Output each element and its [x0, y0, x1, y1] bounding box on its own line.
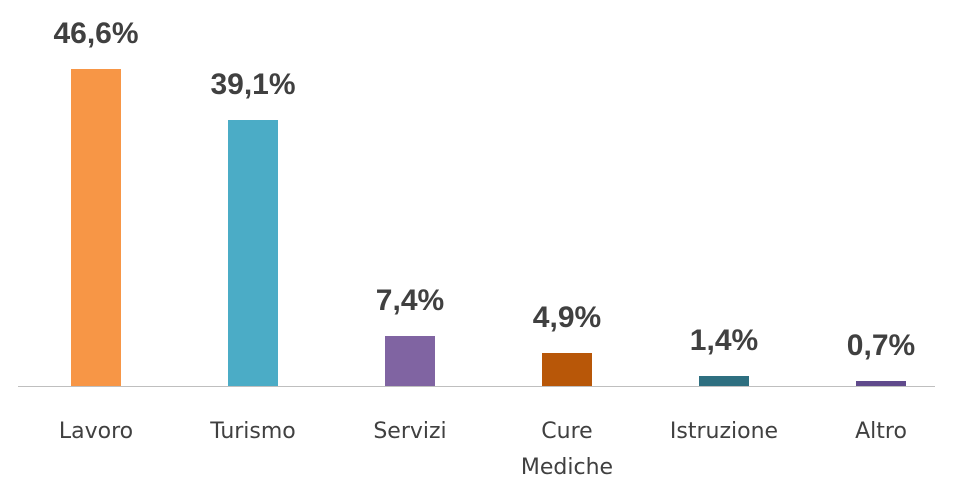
x-tick-label: Servizi [373, 419, 447, 444]
data-label: 1,4% [689, 324, 759, 358]
x-tick-label: Lavoro [58, 419, 134, 444]
data-label: 39,1% [210, 68, 296, 102]
data-label: 4,9% [532, 300, 602, 334]
bar [856, 381, 906, 386]
bar [542, 352, 592, 386]
bar [228, 120, 278, 386]
x-tick-label: Altro [855, 419, 907, 444]
data-label: 7,4% [375, 283, 445, 317]
bar [385, 335, 435, 386]
x-tick-label: Turismo [210, 419, 296, 444]
x-tick-label: Cure Mediche [520, 419, 614, 480]
x-tick-label: Istruzione [669, 419, 779, 444]
axis-line [18, 386, 935, 387]
bar [71, 69, 121, 386]
data-label: 0,7% [846, 329, 916, 363]
data-label: 46,6% [53, 17, 139, 51]
bar [699, 376, 749, 386]
